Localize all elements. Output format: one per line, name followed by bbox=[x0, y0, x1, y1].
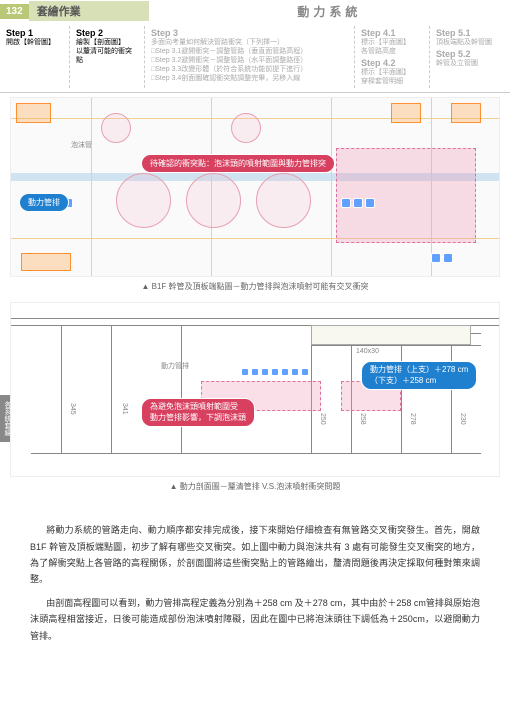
callout-adjust-foam: 為避免泡沫頭噴射範圍受 動力管排影響，下調泡沫頭 bbox=[141, 398, 255, 427]
dim-278: 278 bbox=[409, 413, 416, 425]
step2-title: Step 2 bbox=[76, 28, 138, 38]
dim-power: 動力管排 bbox=[161, 361, 189, 371]
step42-title: Step 4.2 bbox=[361, 58, 423, 68]
paragraph-1: 將動力系統的管路走向、動力順序都安排完成後，接下來開始仔細檢查有無管路交叉衝突發… bbox=[30, 522, 480, 587]
step-4: Step 4.1 標示【平面圖】 各管路高度 Step 4.2 標示【平面圖】 … bbox=[355, 26, 430, 88]
diagram-1-area: 泡沫管 待確認的衝突點：泡沫頭的噴射範圍與動力管排突 動力管排 B1F 幹管及頂… bbox=[10, 97, 500, 292]
step2-desc: 繪製【剖面圖】 以釐清可能的衝突點 bbox=[76, 38, 138, 65]
step-2: Step 2 繪製【剖面圖】 以釐清可能的衝突點 bbox=[70, 26, 145, 88]
dim-beam: 140x30 bbox=[356, 348, 379, 355]
diagram-2-area: 動力管排 140x30 345 341 250 258 278 230 為避免泡… bbox=[10, 302, 500, 492]
step1-title: Step 1 bbox=[6, 28, 63, 38]
body-text: 將動力系統的管路走向、動力順序都安排完成後，接下來開始仔細檢查有無管路交叉衝突發… bbox=[0, 502, 510, 671]
header-subtitle: 動力系統 bbox=[149, 3, 510, 20]
callout-power-pipe: 動力管排 bbox=[19, 193, 69, 212]
page: 132 套繪作業 動力系統 Step 1 開啟【幹管圖】 Step 2 繪製【剖… bbox=[0, 0, 510, 672]
step51-title: Step 5.1 bbox=[436, 28, 504, 38]
step1-desc: 開啟【幹管圖】 bbox=[6, 38, 63, 47]
step42-desc: 標示【平面圖】 穿樑套管明細 bbox=[361, 68, 423, 86]
dim-258: 258 bbox=[359, 413, 366, 425]
diagram-1: 泡沫管 待確認的衝突點：泡沫頭的噴射範圍與動力管排突 動力管排 bbox=[10, 97, 500, 277]
steps-row: Step 1 開啟【幹管圖】 Step 2 繪製【剖面圖】 以釐清可能的衝突點 … bbox=[0, 22, 510, 93]
caption-2: 動力剖面圖－釐清管排 V.S.泡沫噴射衝突問題 bbox=[10, 481, 500, 492]
step-3: Step 3 多面向考量如何解決管路衝突（下列擇一） □Step 3.1避開衝突… bbox=[145, 26, 355, 88]
callout-pipe-elev: 動力管排（上支）＋278 cm （下支）＋258 cm bbox=[361, 361, 477, 390]
step3-title: Step 3 bbox=[151, 28, 348, 38]
paragraph-2: 由剖面高程圖可以看到，動力管排高程定義為分別為＋258 cm 及＋278 cm，… bbox=[30, 595, 480, 644]
step52-desc: 幹管及立管圖 bbox=[436, 59, 504, 68]
dim-341: 341 bbox=[121, 403, 128, 415]
step-5: Step 5.1 頂板端點及幹管圖 Step 5.2 幹管及立管圖 bbox=[430, 26, 510, 88]
caption-1: B1F 幹管及頂板端點圖－動力管排與泡沫噴射可能有交叉衝突 bbox=[10, 281, 500, 292]
step41-desc: 標示【平面圖】 各管路高度 bbox=[361, 38, 423, 56]
dim-345: 345 bbox=[69, 403, 76, 415]
step52-title: Step 5.2 bbox=[436, 49, 504, 59]
step-1: Step 1 開啟【幹管圖】 bbox=[0, 26, 70, 88]
page-number: 132 bbox=[0, 4, 29, 19]
callout-conflict: 待確認的衝突點：泡沫頭的噴射範圍與動力管排突 bbox=[141, 154, 335, 173]
step51-desc: 頂板端點及幹管圖 bbox=[436, 38, 504, 47]
dim-230: 230 bbox=[459, 413, 466, 425]
diagram-2: 動力管排 140x30 345 341 250 258 278 230 為避免泡… bbox=[10, 302, 500, 477]
step3-desc: 多面向考量如何解決管路衝突（下列擇一） □Step 3.1避開衝突－調整管路（垂… bbox=[151, 38, 348, 83]
label-foam: 泡沫管 bbox=[71, 140, 92, 150]
dim-250: 250 bbox=[319, 413, 326, 425]
header-title: 套繪作業 bbox=[29, 1, 149, 21]
page-header: 132 套繪作業 動力系統 bbox=[0, 0, 510, 22]
step41-title: Step 4.1 bbox=[361, 28, 423, 38]
